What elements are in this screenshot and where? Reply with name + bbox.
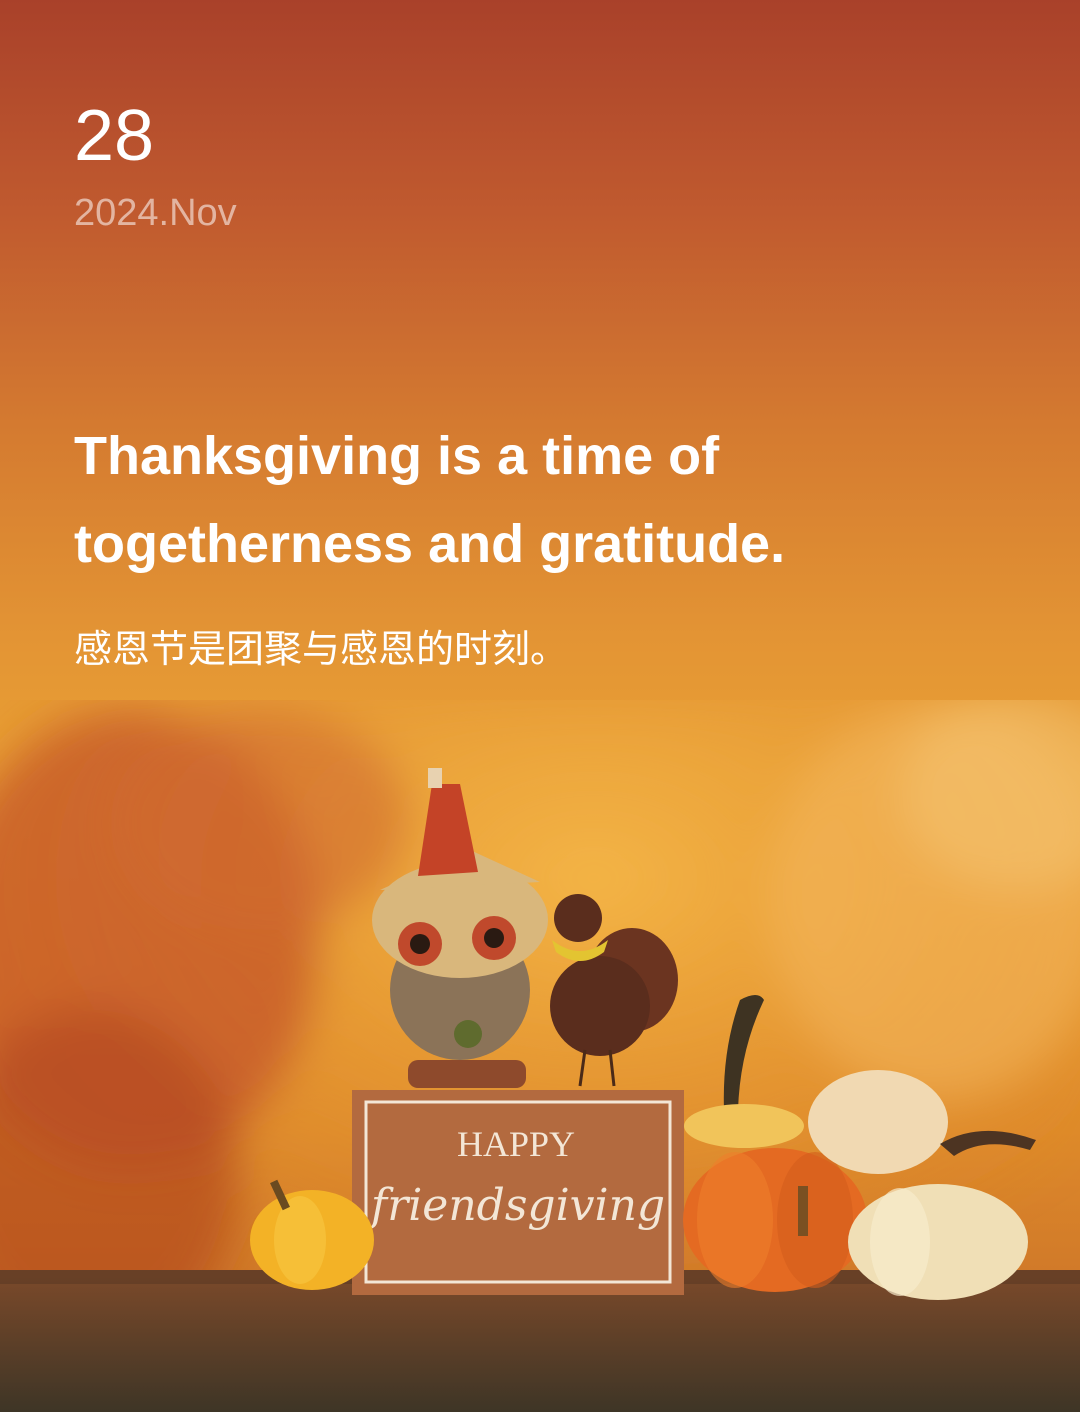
quote-chinese: 感恩节是团聚与感恩的时刻。 [74, 629, 569, 671]
cream-pumpkins [684, 995, 1036, 1300]
sign-friendsgiving: friendsgiving [368, 1180, 665, 1231]
owl-figure [372, 768, 548, 1088]
sign-happy: HAPPY [457, 1124, 575, 1164]
orange-pumpkin [683, 1148, 867, 1292]
turkey-figure [550, 894, 678, 1087]
thanksgiving-photo: HAPPY friendsgiving [0, 700, 1080, 1412]
date-month-year: 2024.Nov [74, 192, 237, 234]
date-day: 28 [74, 96, 155, 176]
yellow-gourd [250, 1179, 374, 1290]
friendsgiving-sign: HAPPY friendsgiving [352, 1090, 684, 1295]
quote-english: Thanksgiving is a time of togetherness a… [74, 426, 786, 574]
